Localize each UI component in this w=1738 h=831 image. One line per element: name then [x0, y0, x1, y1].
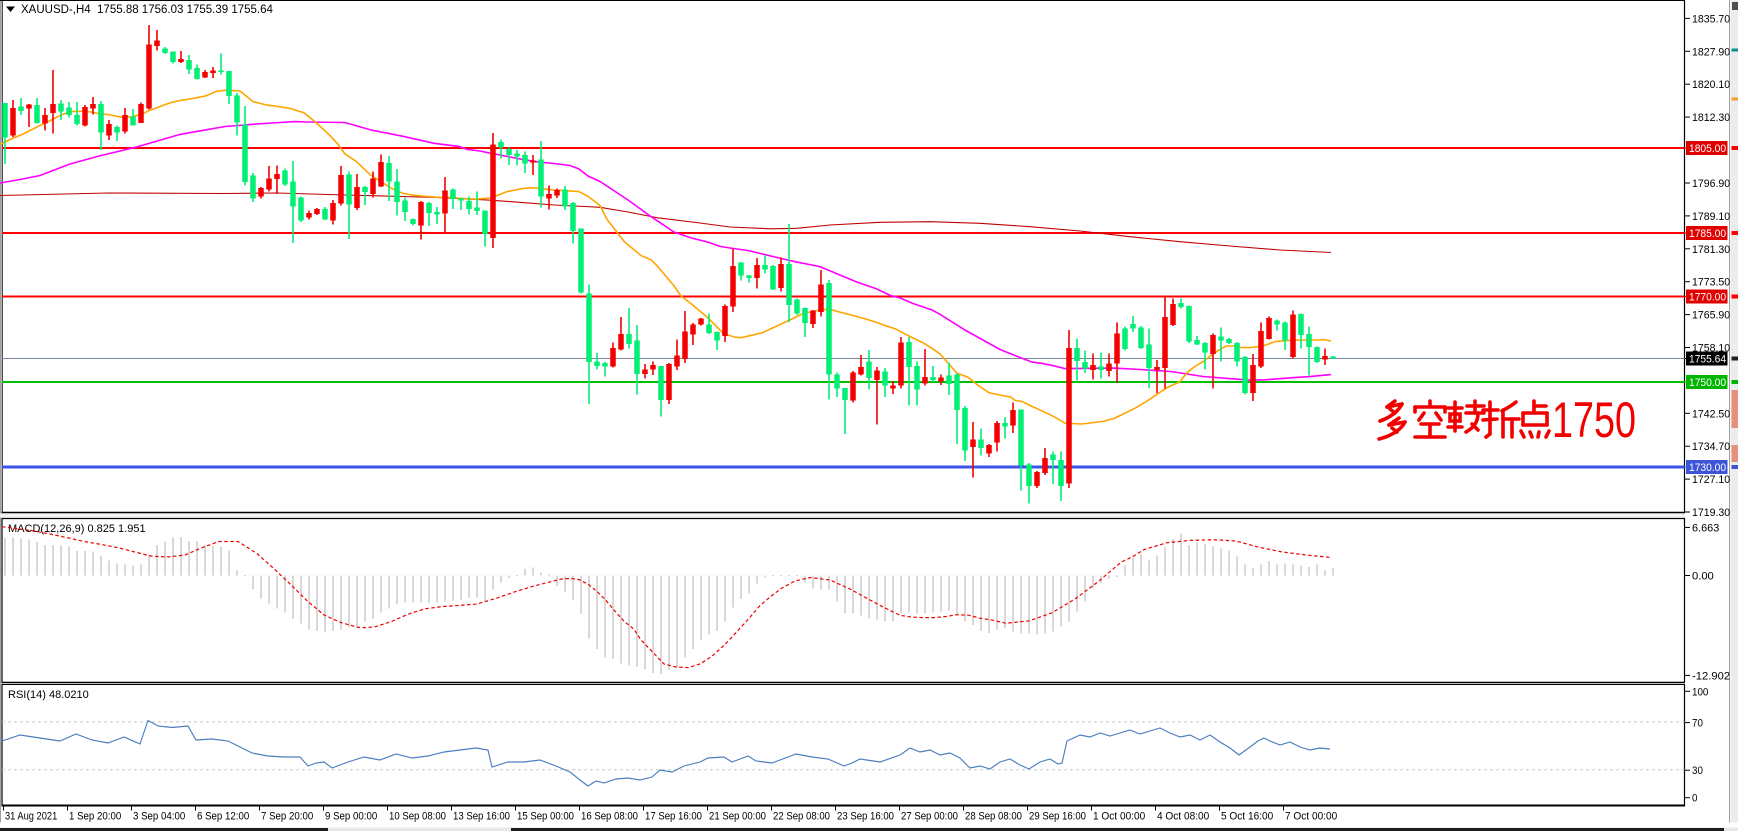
svg-text:4 Oct 08:00: 4 Oct 08:00 [1157, 811, 1209, 823]
svg-text:1742.50: 1742.50 [1692, 408, 1730, 420]
svg-text:1 Sep 20:00: 1 Sep 20:00 [69, 811, 121, 823]
svg-text:6 Sep 12:00: 6 Sep 12:00 [197, 811, 249, 823]
svg-text:7 Oct 00:00: 7 Oct 00:00 [1285, 811, 1337, 823]
svg-text:70: 70 [1692, 718, 1703, 730]
svg-text:1785.00: 1785.00 [1689, 228, 1726, 240]
svg-text:MACD(12,26,9) 0.825 1.951: MACD(12,26,9) 0.825 1.951 [8, 523, 146, 535]
svg-text:1820.10: 1820.10 [1692, 79, 1730, 91]
svg-text:1727.10: 1727.10 [1692, 474, 1730, 486]
svg-text:-12.902: -12.902 [1692, 670, 1730, 682]
svg-text:21 Sep 00:00: 21 Sep 00:00 [709, 811, 766, 823]
svg-text:1 Oct 00:00: 1 Oct 00:00 [1093, 811, 1145, 823]
svg-text:7 Sep 20:00: 7 Sep 20:00 [261, 811, 313, 823]
svg-text:22 Sep 08:00: 22 Sep 08:00 [773, 811, 830, 823]
svg-text:16 Sep 08:00: 16 Sep 08:00 [581, 811, 638, 823]
svg-text:1750: 1750 [1552, 392, 1636, 448]
svg-text:1773.50: 1773.50 [1692, 277, 1730, 289]
svg-text:0: 0 [1692, 793, 1697, 805]
svg-text:3 Sep 04:00: 3 Sep 04:00 [133, 811, 185, 823]
svg-text:RSI(14) 48.0210: RSI(14) 48.0210 [8, 689, 89, 701]
svg-text:1755.64: 1755.64 [1689, 354, 1726, 366]
svg-text:XAUUSD-,H4 1755.88 1756.03 17: XAUUSD-,H4 1755.88 1756.03 1755.39 1755.… [21, 4, 274, 16]
svg-text:1770.00: 1770.00 [1689, 292, 1726, 304]
svg-text:6.663: 6.663 [1692, 522, 1719, 534]
svg-text:0.00: 0.00 [1692, 571, 1714, 583]
svg-text:17 Sep 16:00: 17 Sep 16:00 [645, 811, 702, 823]
svg-text:23 Sep 16:00: 23 Sep 16:00 [837, 811, 894, 823]
svg-text:28 Sep 08:00: 28 Sep 08:00 [965, 811, 1022, 823]
svg-text:1835.70: 1835.70 [1692, 13, 1730, 25]
svg-text:1730.00: 1730.00 [1689, 462, 1726, 474]
svg-text:27 Sep 00:00: 27 Sep 00:00 [901, 811, 958, 823]
svg-text:29 Sep 16:00: 29 Sep 16:00 [1029, 811, 1086, 823]
svg-text:1796.90: 1796.90 [1692, 178, 1730, 190]
svg-text:1805.00: 1805.00 [1689, 143, 1726, 155]
svg-text:1789.10: 1789.10 [1692, 211, 1730, 223]
svg-text:9 Sep 00:00: 9 Sep 00:00 [325, 811, 377, 823]
svg-text:1827.90: 1827.90 [1692, 46, 1730, 58]
svg-text:5 Oct 16:00: 5 Oct 16:00 [1221, 811, 1273, 823]
svg-text:13 Sep 16:00: 13 Sep 16:00 [453, 811, 510, 823]
svg-text:31 Aug 2021: 31 Aug 2021 [5, 811, 57, 823]
svg-text:1781.30: 1781.30 [1692, 244, 1730, 256]
svg-text:1765.90: 1765.90 [1692, 310, 1730, 322]
svg-text:100: 100 [1692, 686, 1708, 698]
svg-text:1734.70: 1734.70 [1692, 441, 1730, 453]
svg-text:1812.30: 1812.30 [1692, 112, 1730, 124]
svg-text:1750.00: 1750.00 [1689, 377, 1726, 389]
svg-text:10 Sep 08:00: 10 Sep 08:00 [389, 811, 446, 823]
svg-text:1719.30: 1719.30 [1692, 507, 1730, 519]
svg-text:15 Sep 00:00: 15 Sep 00:00 [517, 811, 574, 823]
svg-text:30: 30 [1692, 765, 1703, 777]
